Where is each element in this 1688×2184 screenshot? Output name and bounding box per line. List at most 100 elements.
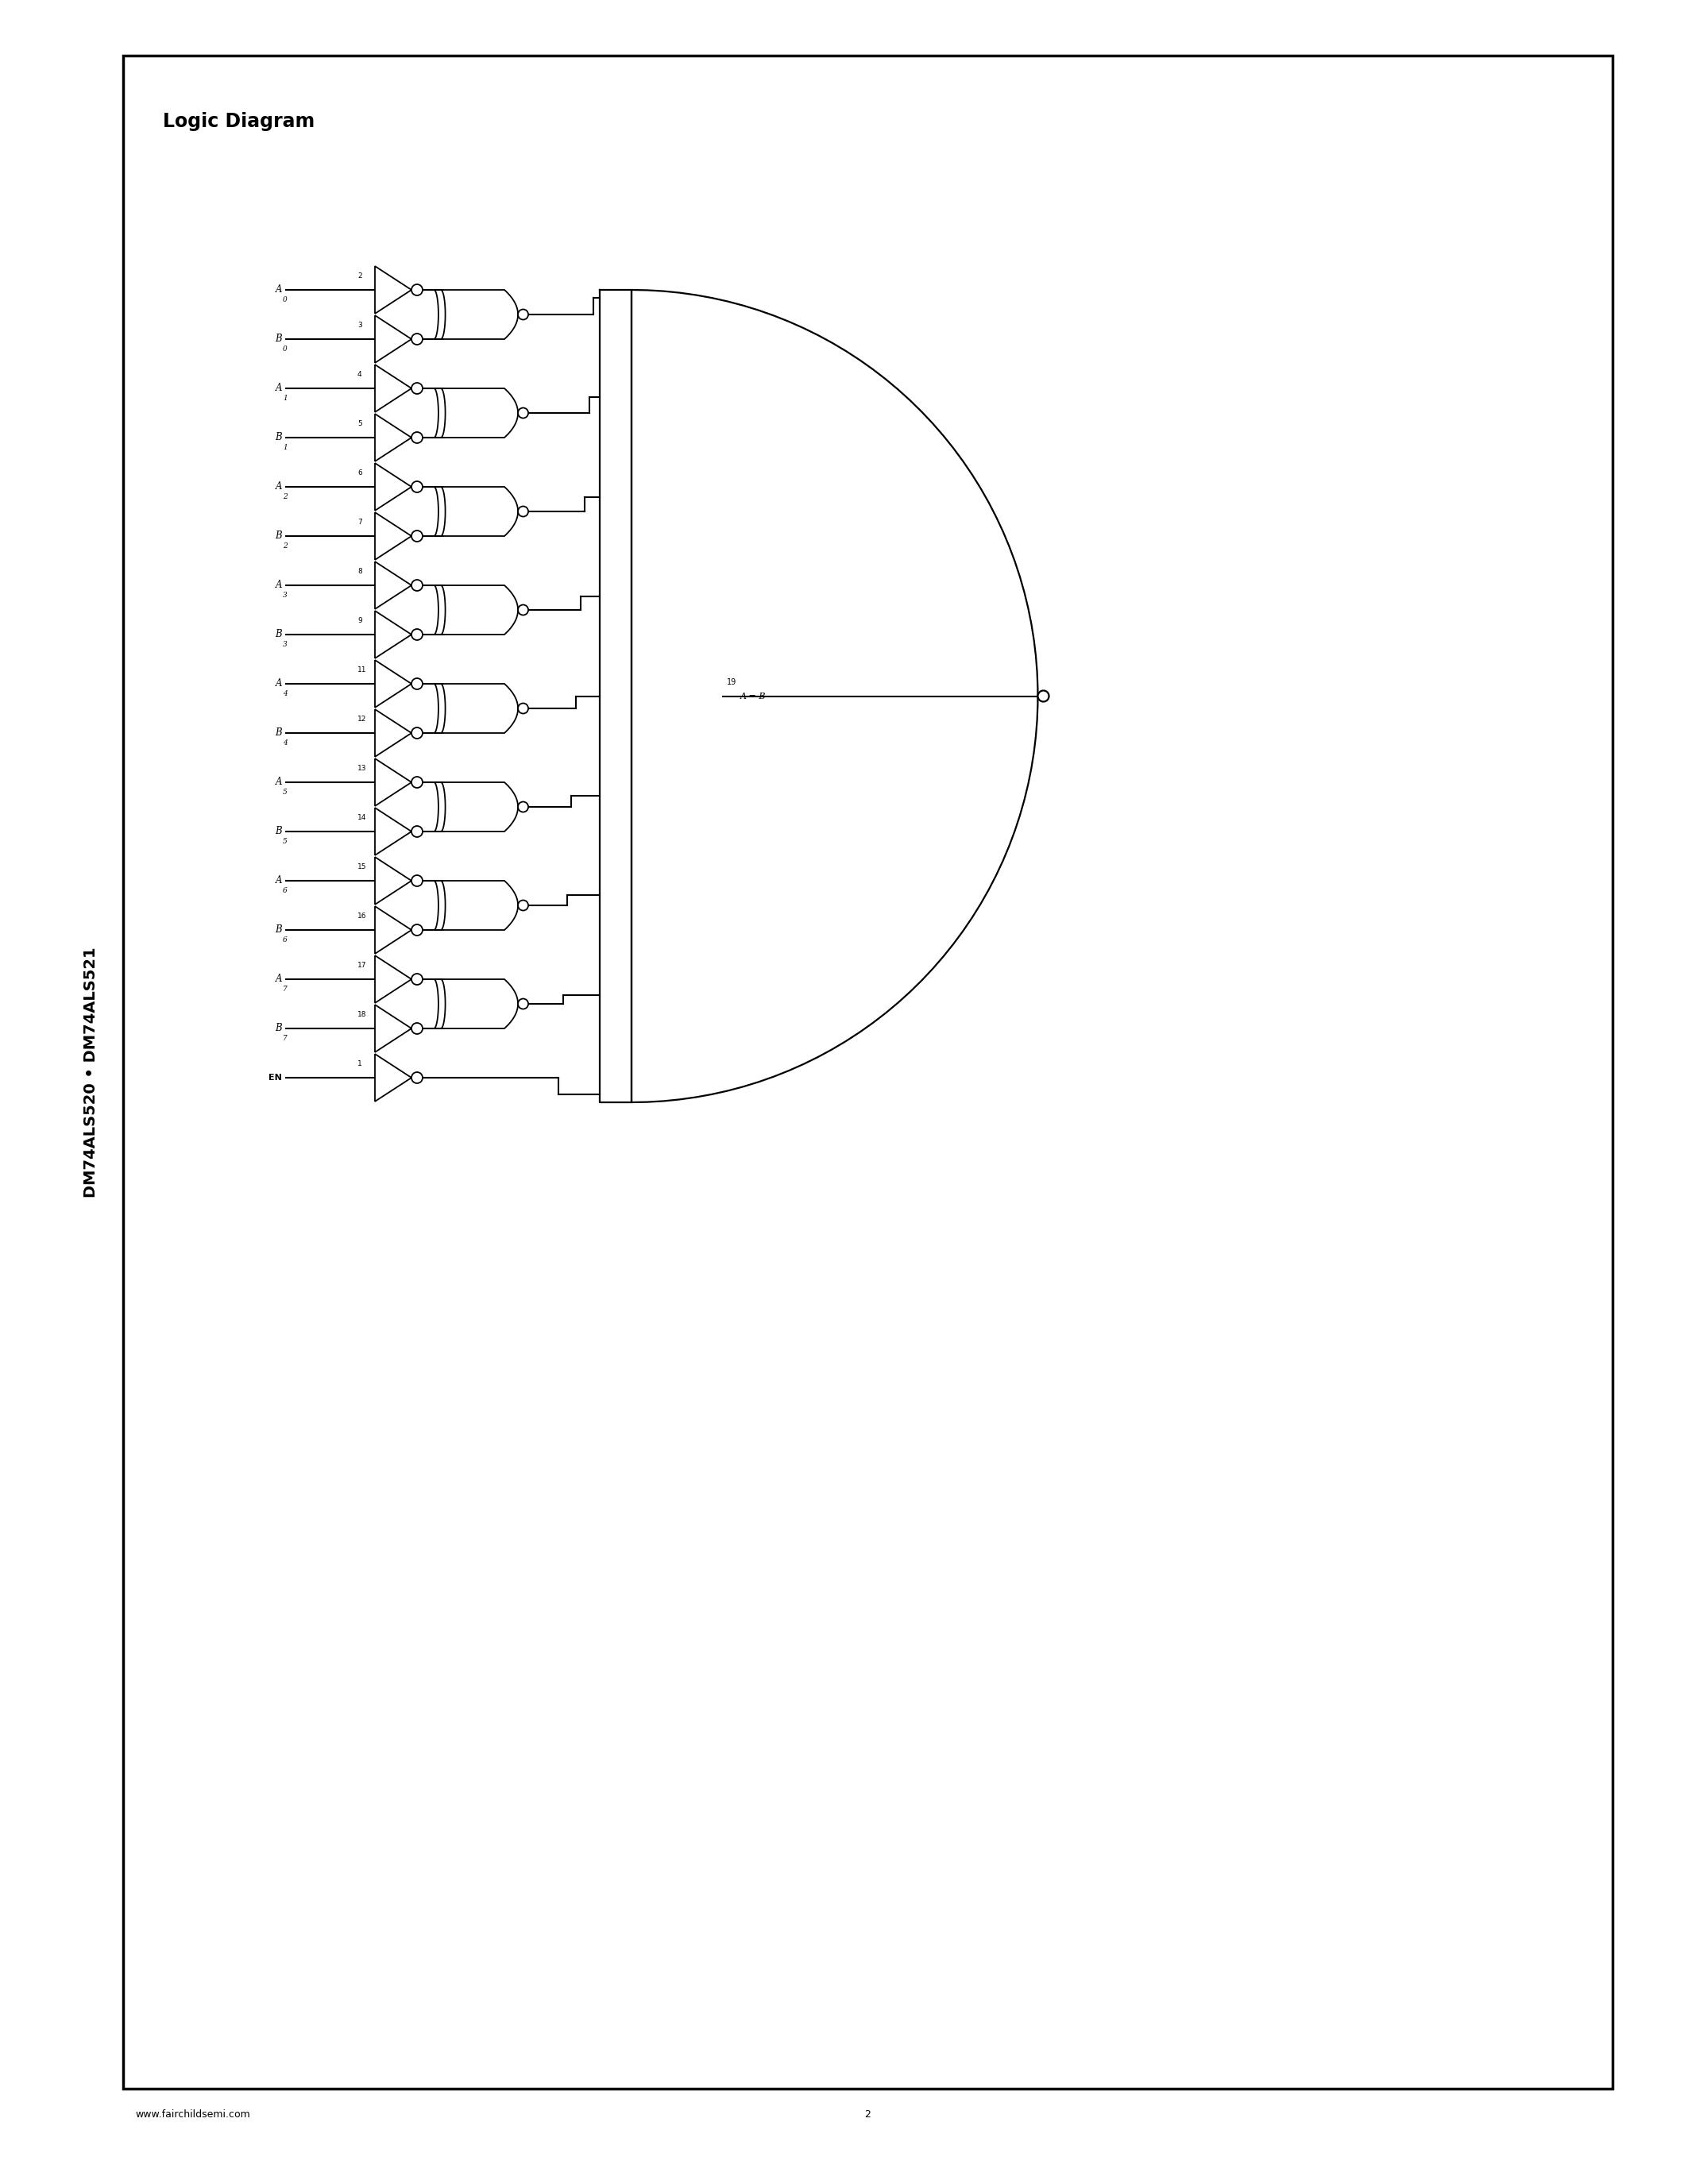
Text: 2: 2 bbox=[358, 273, 361, 280]
Polygon shape bbox=[375, 906, 412, 954]
Text: A: A bbox=[275, 679, 282, 688]
Polygon shape bbox=[375, 612, 412, 657]
Polygon shape bbox=[375, 266, 412, 314]
Text: A: A bbox=[275, 876, 282, 887]
Text: 5: 5 bbox=[358, 419, 361, 428]
Circle shape bbox=[412, 876, 422, 887]
Circle shape bbox=[412, 480, 422, 491]
Text: A: A bbox=[275, 581, 282, 590]
Text: 6: 6 bbox=[284, 887, 287, 895]
Polygon shape bbox=[441, 389, 518, 437]
Polygon shape bbox=[375, 710, 412, 758]
Circle shape bbox=[412, 531, 422, 542]
Polygon shape bbox=[375, 463, 412, 511]
Text: 11: 11 bbox=[358, 666, 366, 673]
Text: B: B bbox=[275, 826, 282, 836]
Text: 13: 13 bbox=[358, 764, 366, 771]
Text: Logic Diagram: Logic Diagram bbox=[162, 111, 314, 131]
Text: B: B bbox=[275, 629, 282, 640]
Text: 15: 15 bbox=[358, 863, 366, 871]
Polygon shape bbox=[441, 585, 518, 636]
Text: 0: 0 bbox=[284, 345, 287, 354]
Text: 9: 9 bbox=[358, 618, 361, 625]
Text: 1: 1 bbox=[284, 395, 287, 402]
Polygon shape bbox=[375, 561, 412, 609]
Text: 1: 1 bbox=[358, 1059, 361, 1068]
Circle shape bbox=[412, 924, 422, 935]
Text: 17: 17 bbox=[358, 961, 366, 970]
Circle shape bbox=[518, 900, 528, 911]
Circle shape bbox=[412, 1022, 422, 1033]
Text: B: B bbox=[275, 432, 282, 443]
Text: B: B bbox=[275, 334, 282, 345]
FancyBboxPatch shape bbox=[123, 55, 1612, 2088]
Circle shape bbox=[518, 605, 528, 616]
Text: 7: 7 bbox=[284, 1035, 287, 1042]
Text: 5: 5 bbox=[284, 788, 287, 797]
Circle shape bbox=[412, 1072, 422, 1083]
Polygon shape bbox=[441, 487, 518, 535]
Text: 7: 7 bbox=[358, 518, 361, 526]
Text: A: A bbox=[275, 483, 282, 491]
Text: 5: 5 bbox=[284, 839, 287, 845]
Text: 3: 3 bbox=[284, 642, 287, 649]
Text: 3: 3 bbox=[284, 592, 287, 598]
Circle shape bbox=[412, 334, 422, 345]
Text: 1: 1 bbox=[284, 443, 287, 452]
Polygon shape bbox=[375, 365, 412, 413]
Text: 4: 4 bbox=[358, 371, 361, 378]
Polygon shape bbox=[375, 1055, 412, 1101]
Text: 0: 0 bbox=[284, 297, 287, 304]
Text: A: A bbox=[275, 382, 282, 393]
Circle shape bbox=[518, 310, 528, 319]
Circle shape bbox=[412, 778, 422, 788]
Text: 16: 16 bbox=[358, 913, 366, 919]
Polygon shape bbox=[599, 290, 1038, 1103]
Text: EN: EN bbox=[268, 1075, 282, 1081]
Circle shape bbox=[1038, 690, 1048, 701]
Polygon shape bbox=[441, 782, 518, 832]
Text: B: B bbox=[275, 1024, 282, 1033]
Polygon shape bbox=[375, 314, 412, 363]
Circle shape bbox=[412, 679, 422, 690]
Polygon shape bbox=[375, 1005, 412, 1053]
Polygon shape bbox=[441, 880, 518, 930]
Text: 8: 8 bbox=[358, 568, 361, 574]
Text: 2: 2 bbox=[284, 494, 287, 500]
Text: 7: 7 bbox=[284, 985, 287, 994]
Polygon shape bbox=[375, 758, 412, 806]
Circle shape bbox=[412, 284, 422, 295]
Polygon shape bbox=[375, 513, 412, 559]
Polygon shape bbox=[375, 413, 412, 461]
Circle shape bbox=[412, 629, 422, 640]
Circle shape bbox=[412, 382, 422, 393]
Text: 19: 19 bbox=[728, 679, 736, 686]
Text: www.fairchildsemi.com: www.fairchildsemi.com bbox=[135, 2110, 250, 2118]
Circle shape bbox=[518, 408, 528, 417]
Text: A: A bbox=[275, 778, 282, 788]
Circle shape bbox=[412, 826, 422, 836]
Circle shape bbox=[412, 727, 422, 738]
Text: 18: 18 bbox=[358, 1011, 366, 1018]
Text: A: A bbox=[275, 974, 282, 985]
Text: 2: 2 bbox=[284, 544, 287, 550]
Text: A = B: A = B bbox=[741, 692, 766, 701]
Text: 6: 6 bbox=[358, 470, 361, 476]
Text: 4: 4 bbox=[284, 740, 287, 747]
Circle shape bbox=[518, 802, 528, 812]
Polygon shape bbox=[375, 954, 412, 1002]
Text: 6: 6 bbox=[284, 937, 287, 943]
Text: 4: 4 bbox=[284, 690, 287, 697]
Polygon shape bbox=[441, 684, 518, 734]
Text: B: B bbox=[275, 924, 282, 935]
Text: B: B bbox=[275, 727, 282, 738]
Text: A: A bbox=[275, 284, 282, 295]
Text: 3: 3 bbox=[358, 321, 361, 330]
Text: 2: 2 bbox=[864, 2110, 871, 2118]
Text: B: B bbox=[275, 531, 282, 542]
Polygon shape bbox=[375, 856, 412, 904]
Circle shape bbox=[518, 703, 528, 714]
Polygon shape bbox=[375, 660, 412, 708]
Circle shape bbox=[518, 507, 528, 518]
Circle shape bbox=[412, 974, 422, 985]
